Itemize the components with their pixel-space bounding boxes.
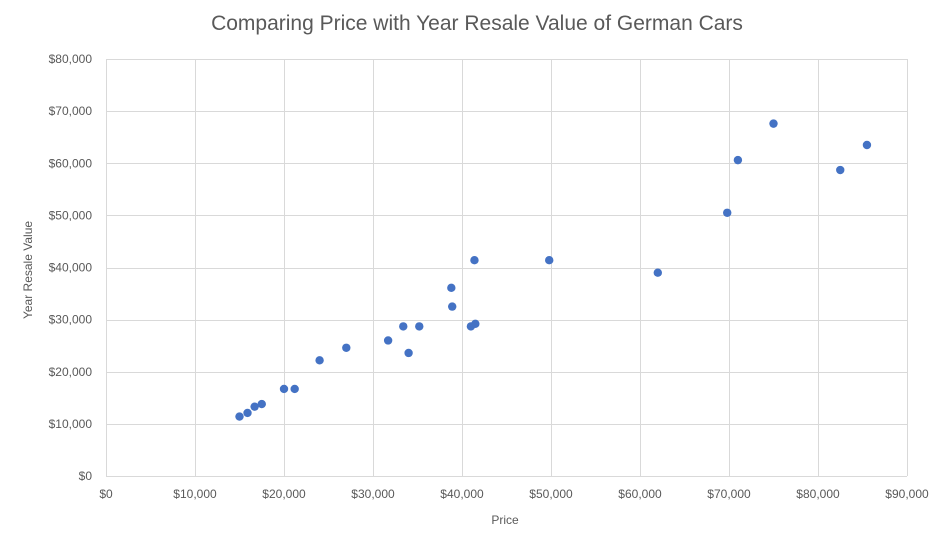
y-tick-label: $20,000: [49, 365, 93, 379]
x-tick-label: $70,000: [707, 487, 751, 501]
data-point: [471, 319, 480, 328]
y-tick-label: $10,000: [49, 417, 93, 431]
data-point: [862, 140, 872, 150]
x-tick-label: $60,000: [618, 487, 662, 501]
data-points: [235, 119, 872, 421]
y-tick-label: $0: [79, 469, 93, 483]
data-point: [235, 412, 244, 421]
x-tick-label: $50,000: [529, 487, 573, 501]
data-point: [448, 302, 457, 311]
data-point: [733, 155, 743, 165]
data-point: [415, 322, 424, 331]
data-point: [383, 336, 393, 345]
y-tick-label: $70,000: [49, 104, 93, 118]
x-tick-label: $90,000: [885, 487, 929, 501]
y-tick-label: $30,000: [49, 313, 93, 327]
y-axis-tick-labels: $0 $10,000 $20,000 $30,000 $40,000 $50,000 $60…: [49, 52, 93, 483]
data-point: [545, 256, 554, 265]
data-point: [342, 343, 351, 352]
x-axis-tick-labels: $0 $10,000 $20,000 $30,000 $40,000 $50,000 $60…: [99, 487, 929, 501]
x-tick-label: $10,000: [173, 487, 217, 501]
x-axis-title: Price: [491, 513, 519, 527]
y-tick-label: $80,000: [49, 52, 93, 66]
y-axis-title: Year Resale Value: [21, 221, 35, 319]
data-point: [404, 348, 413, 358]
y-tick-label: $50,000: [49, 208, 93, 222]
x-tick-label: $20,000: [262, 487, 306, 501]
data-point: [290, 384, 299, 394]
data-point: [447, 283, 456, 293]
data-point: [399, 322, 408, 331]
data-point: [653, 268, 662, 277]
data-point: [470, 256, 479, 265]
chart-title: Comparing Price with Year Resale Value o…: [211, 12, 743, 35]
x-tick-label: $30,000: [351, 487, 395, 501]
y-tick-label: $60,000: [49, 156, 93, 170]
x-tick-label: $0: [99, 487, 113, 501]
data-point: [723, 208, 732, 217]
data-point: [836, 165, 845, 175]
x-tick-label: $80,000: [796, 487, 840, 501]
x-tick-label: $40,000: [440, 487, 484, 501]
data-point: [769, 119, 778, 128]
y-tick-label: $40,000: [49, 261, 93, 275]
data-point: [315, 356, 324, 365]
data-point: [279, 384, 289, 394]
gridlines: [106, 59, 908, 477]
data-point: [250, 402, 259, 411]
data-point: [243, 408, 252, 418]
data-point: [257, 399, 266, 409]
